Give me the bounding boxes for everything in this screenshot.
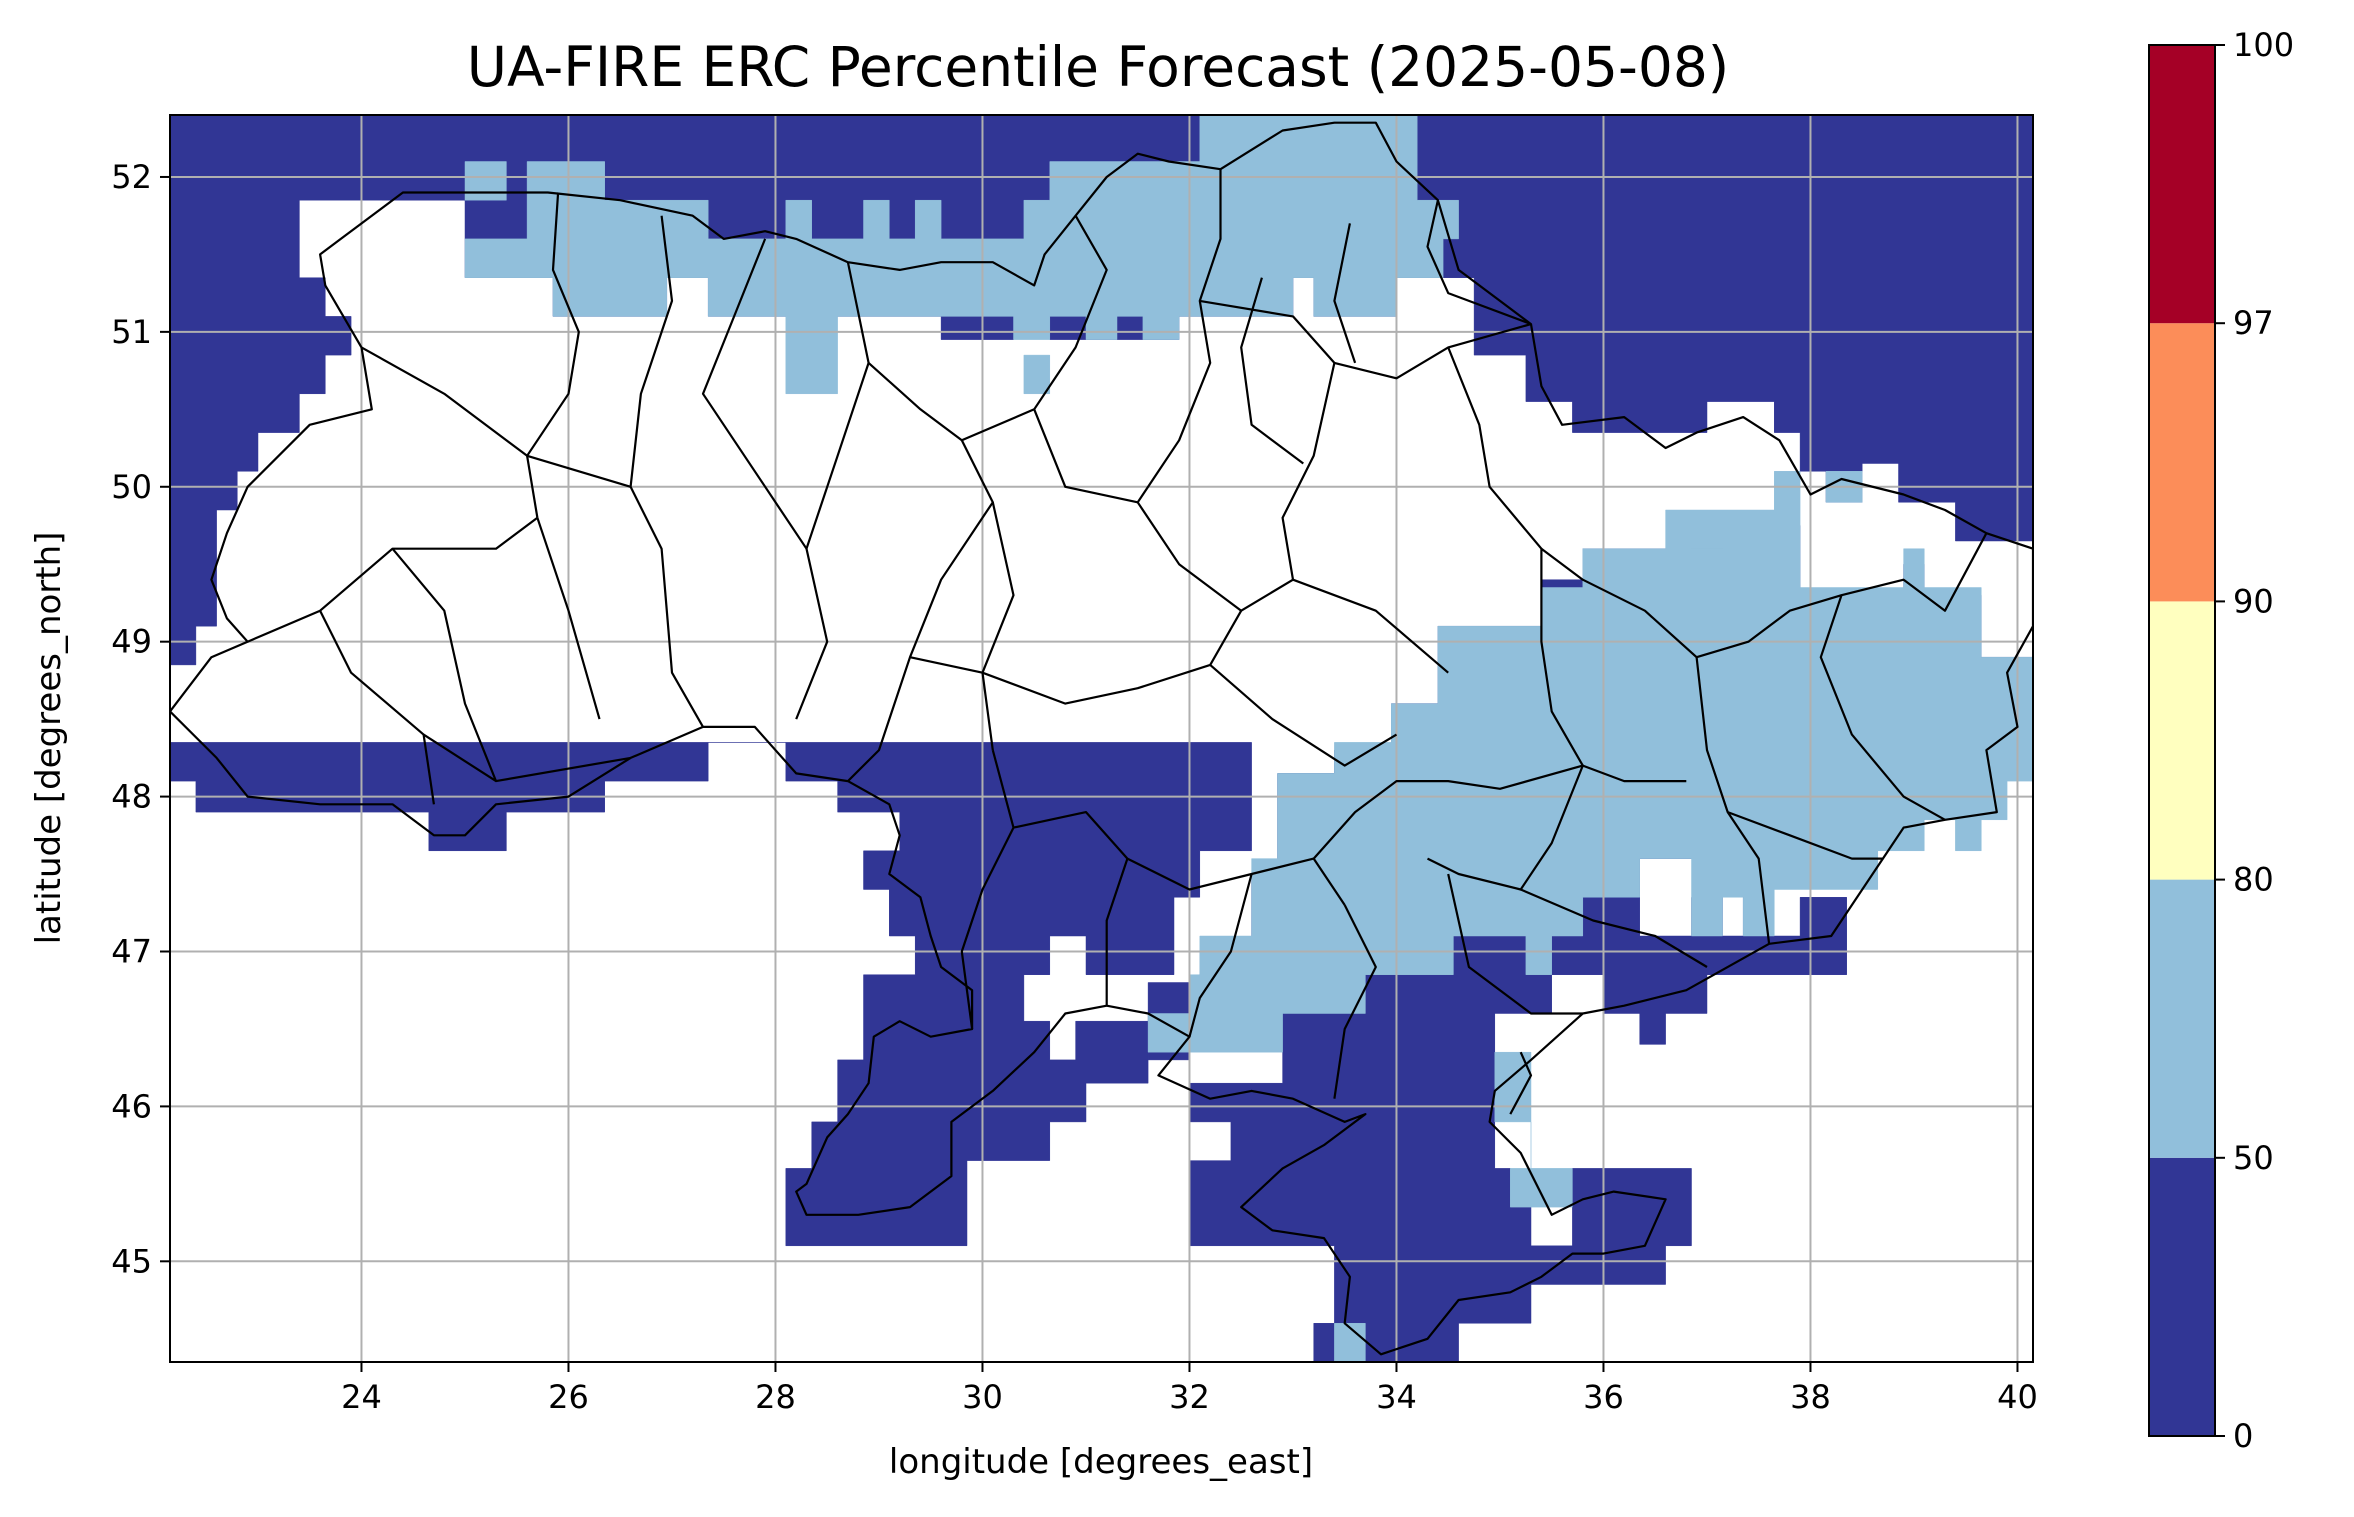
border-line-14 [1199,299,1532,380]
percentile-region-3 [170,742,1252,1247]
y-tick-label-0: 45 [111,1242,152,1280]
colorbar-tick-label-5: 100 [2233,26,2294,64]
y-tick-label-5: 50 [111,468,152,506]
colorbar-segment-3 [2149,323,2215,602]
border-line-1 [525,192,580,518]
percentile-region-10 [1494,1051,1573,1208]
border-line-0 [170,121,2033,1356]
percentile-region-8 [1691,509,1723,549]
border-line-12 [961,215,1108,442]
colorbar-segment-4 [2149,45,2215,324]
colorbar-tick-label-2: 80 [2233,861,2274,899]
x-tick-label-3: 30 [962,1378,1003,1416]
colorbar-tick-label-4: 97 [2233,304,2274,342]
border-line-34 [1819,594,1946,821]
map-title: UA-FIRE ERC Percentile Forecast (2025-05… [467,35,1730,99]
border-line-37 [1509,1051,1533,1115]
colorbar-segment-0 [2149,1157,2215,1436]
x-axis-label: longitude [degrees_east] [889,1442,1313,1482]
border-line-17 [981,502,1015,751]
border-line-19 [1209,664,1398,767]
percentile-region-5 [464,115,1459,395]
percentile-region-6 [1023,354,1051,395]
border-line-3 [701,238,829,720]
y-axis-ticks: 45 46 47 48 49 50 51 52 [111,158,170,1280]
colorbar-tick-label-3: 90 [2233,582,2274,620]
y-tick-label-4: 49 [111,623,152,661]
x-tick-label-6: 36 [1583,1378,1624,1416]
x-tick-label-2: 28 [755,1378,796,1416]
border-line-20 [960,749,1015,1030]
border-line-33 [1727,811,1883,860]
border-line-25 [1333,904,1377,1099]
plot-area: 24 26 28 30 32 34 36 38 40 45 46 47 48 49 50 51 52 [111,114,2038,1416]
border-line-23 [1188,873,1253,1037]
gridlines [170,115,2033,1362]
border-line-10 [805,261,870,550]
y-tick-label-1: 46 [111,1087,152,1125]
border-line-29 [1436,199,1532,325]
border-line-28 [1520,888,1708,968]
colorbar-tick-label-1: 50 [2233,1139,2274,1177]
x-tick-label-7: 38 [1790,1378,1831,1416]
x-tick-label-5: 34 [1376,1378,1417,1416]
colorbar-segment-2 [2149,601,2215,880]
border-line-15 [1281,362,1449,674]
percentile-region-9 [1147,471,2033,1053]
border-line-36 [1333,223,1357,364]
border-line-18 [909,610,1243,705]
border-line-35 [1240,277,1304,465]
border-line-27 [1447,873,1583,1015]
y-tick-label-2: 47 [111,932,152,970]
border-line-13 [1033,169,1222,504]
border-line-31 [1540,532,1988,659]
x-tick-label-1: 26 [548,1378,589,1416]
colorbar-ticks: 0 50 80 90 97 100 [2215,26,2294,1455]
x-tick-label-4: 32 [1169,1378,1210,1416]
y-tick-label-6: 51 [111,313,152,351]
colorbar-segment-1 [2149,879,2215,1158]
border-line-16 [1136,501,1294,612]
border-line-8 [422,734,435,805]
colorbar-tick-label-0: 0 [2233,1417,2253,1455]
x-tick-label-8: 40 [1997,1378,2038,1416]
percentile-region-4 [464,161,507,201]
border-line-4 [360,346,631,488]
border-line-22 [1105,858,1129,1006]
colorbar: 0 50 80 90 97 100 [2148,26,2294,1455]
y-tick-label-7: 52 [111,158,152,196]
border-line-7 [391,547,498,782]
border-line-11 [847,362,994,782]
admin-borders [170,121,2033,1356]
x-tick-label-0: 24 [341,1378,382,1416]
x-axis-ticks: 24 26 28 30 32 34 36 38 40 [341,1362,2038,1416]
colorbar-segments [2149,45,2215,1436]
colorbar-frame [2148,44,2216,1437]
border-line-24 [1312,764,1687,860]
y-tick-label-3: 48 [111,778,152,816]
y-axis-label: latitude [degrees_north] [29,532,69,945]
plot-frame [169,114,2034,1363]
erc-percentile-cells [170,115,2033,1362]
border-line-9 [536,517,601,720]
